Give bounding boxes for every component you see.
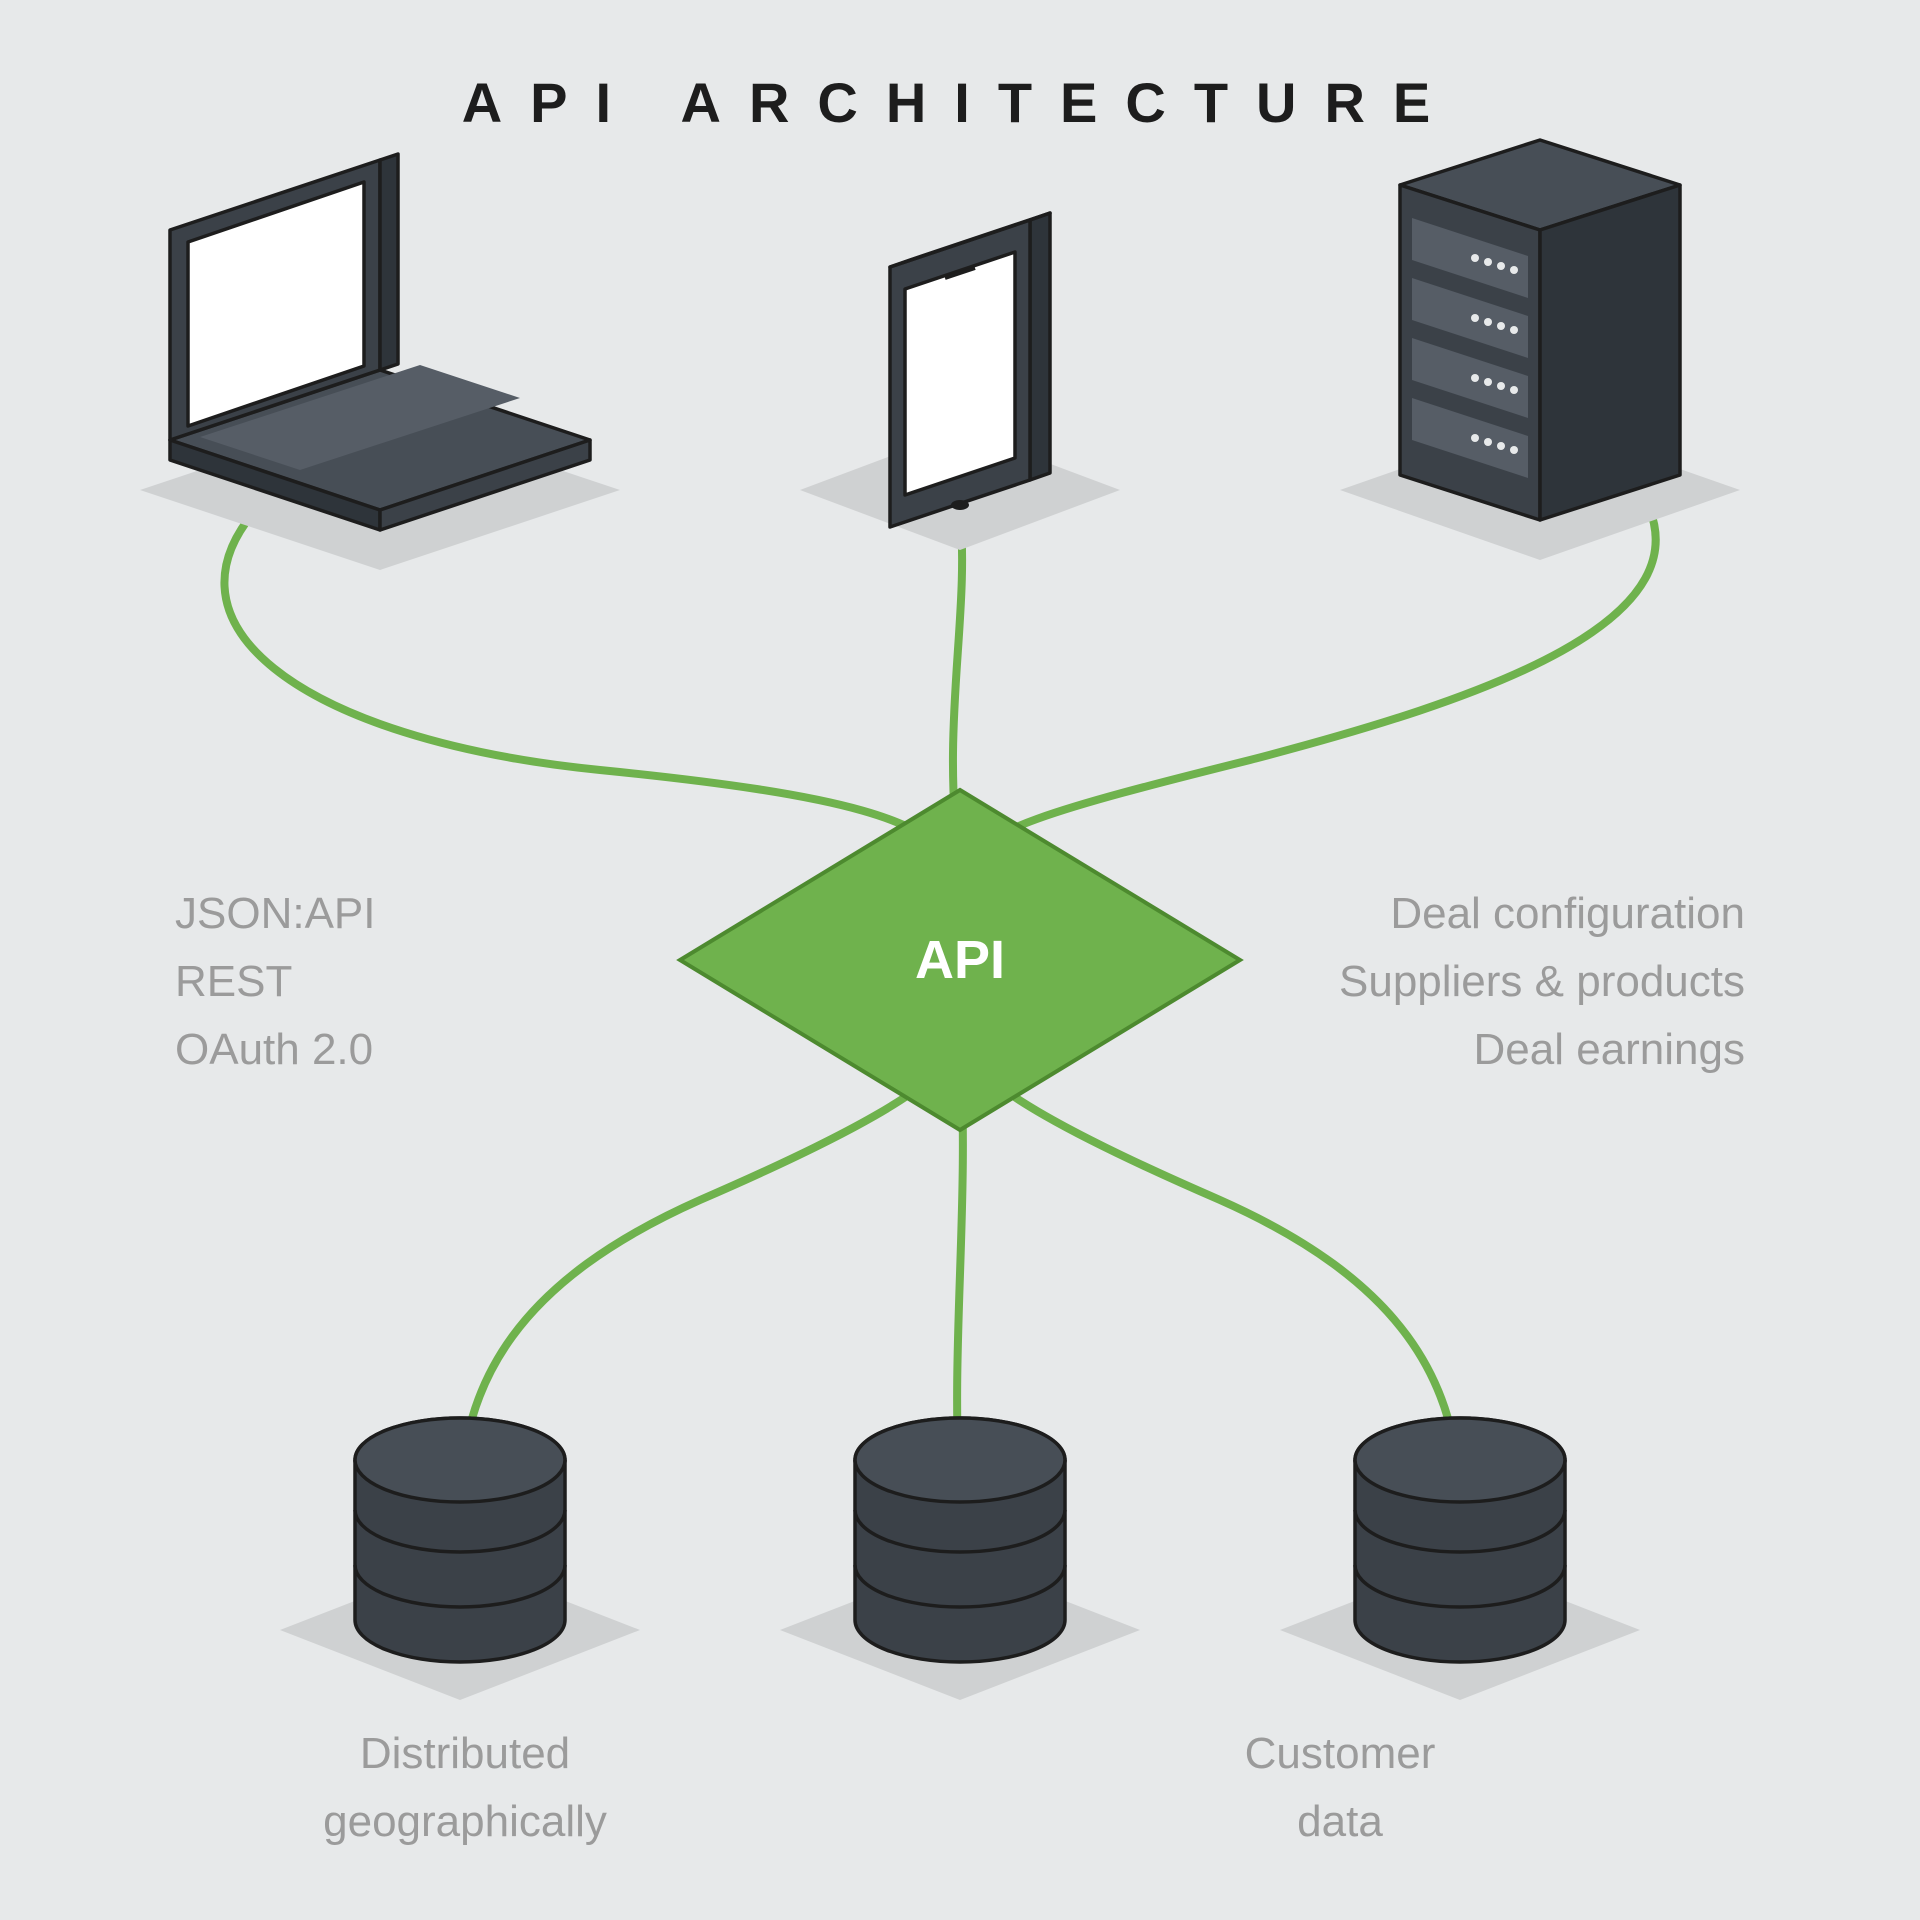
db-label-left: Distributed geographically xyxy=(255,1720,675,1856)
server-icon xyxy=(1400,140,1680,520)
database-icon-3 xyxy=(1355,1418,1565,1662)
feature-item: Suppliers & products xyxy=(1339,948,1745,1016)
database-icon-1 xyxy=(355,1418,565,1662)
feature-item: Deal configuration xyxy=(1339,880,1745,948)
diagram-canvas: API xyxy=(0,0,1920,1920)
tech-item: OAuth 2.0 xyxy=(175,1016,376,1084)
phone-icon xyxy=(890,213,1050,527)
db-label-right: Customer data xyxy=(1130,1720,1550,1856)
api-label: API xyxy=(915,930,1005,990)
laptop-icon xyxy=(170,154,590,530)
feature-item: Deal earnings xyxy=(1339,1016,1745,1084)
page-title: API ARCHITECTURE xyxy=(0,70,1920,135)
tech-item: JSON:API xyxy=(175,880,376,948)
tech-item: REST xyxy=(175,948,376,1016)
database-icon-2 xyxy=(855,1418,1065,1662)
tech-list: JSON:API REST OAuth 2.0 xyxy=(175,880,376,1085)
api-diamond: API xyxy=(680,790,1240,1130)
feature-list: Deal configuration Suppliers & products … xyxy=(1339,880,1745,1085)
